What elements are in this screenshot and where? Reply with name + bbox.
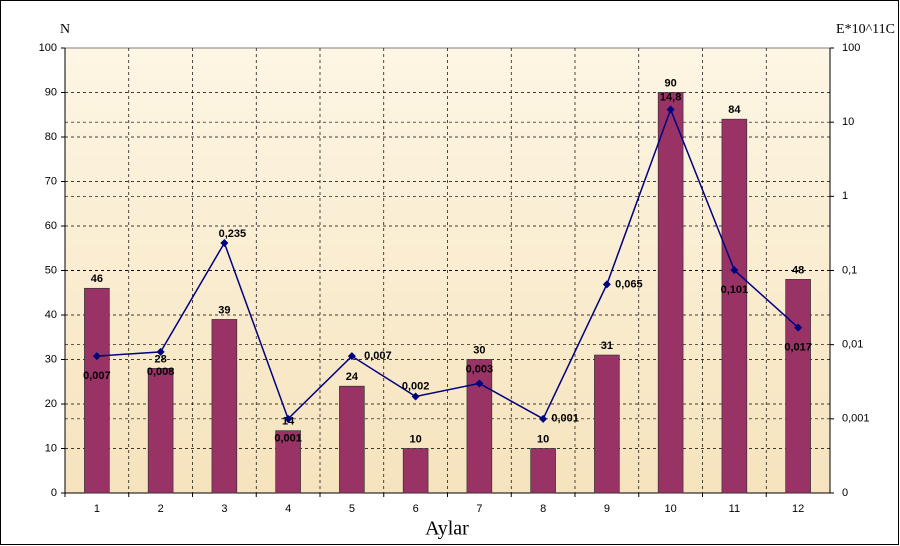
y2-tick-label: 0,1 — [842, 264, 857, 276]
y-axis-title: N — [60, 22, 70, 37]
bar — [211, 319, 238, 494]
y2-tick-label: 0,01 — [842, 339, 863, 351]
bar-value-label: 24 — [346, 371, 359, 383]
bar-value-label: 28 — [155, 353, 167, 365]
line-value-label: 0,101 — [721, 284, 749, 296]
y2-tick-label: 10 — [842, 116, 854, 128]
bar-value-label: 10 — [537, 433, 549, 445]
y2-tick-label: 100 — [842, 42, 860, 54]
bar — [275, 430, 301, 494]
line-value-label: 0,002 — [402, 380, 430, 392]
bar-value-label: 46 — [91, 273, 103, 285]
y-tick-label: 30 — [45, 353, 57, 365]
line-marker — [92, 352, 101, 361]
line-marker — [666, 105, 675, 114]
x-tick-label: 2 — [158, 503, 164, 515]
x-tick-label: 6 — [413, 503, 419, 515]
y2-tick-label: 1 — [842, 190, 848, 202]
y-tick-label: 60 — [45, 220, 57, 232]
bar-value-label: 31 — [601, 340, 613, 352]
bar-value-label: 30 — [473, 344, 485, 356]
y2-tick-label: 0 — [842, 487, 848, 499]
x-tick-label: 3 — [221, 503, 227, 515]
line-marker — [539, 414, 548, 423]
line-marker — [602, 280, 611, 289]
y-tick-label: 90 — [45, 86, 57, 98]
bar-value-label: 10 — [410, 433, 422, 445]
x-tick-label: 12 — [792, 503, 804, 515]
y-tick-label: 20 — [45, 398, 57, 410]
bar-value-label: 48 — [792, 264, 804, 276]
line-marker — [220, 238, 229, 247]
line-marker — [730, 266, 739, 275]
bar — [147, 368, 174, 494]
x-tick-label: 1 — [94, 503, 100, 515]
line-marker — [284, 414, 293, 423]
bar-value-label: 90 — [665, 77, 677, 89]
line-value-label: 0,001 — [274, 433, 302, 445]
bar — [657, 92, 684, 494]
line — [96, 107, 799, 421]
bar — [785, 279, 811, 494]
y-tick-label: 50 — [45, 264, 57, 276]
x-axis-title: Aylar — [425, 518, 469, 540]
x-tick-label: 9 — [604, 503, 610, 515]
bar — [530, 448, 556, 494]
line-value-label: 0,065 — [615, 278, 643, 290]
y-tick-label: 70 — [45, 175, 57, 187]
bar — [402, 448, 429, 494]
line-value-label: 0,008 — [147, 366, 175, 378]
bar-value-label: 84 — [728, 104, 741, 116]
x-tick-label: 11 — [729, 503, 740, 515]
line-marker — [347, 352, 356, 361]
bar — [84, 287, 110, 494]
line-marker — [794, 323, 803, 332]
y2-tick-label: 0,001 — [842, 413, 870, 425]
y2-axis-title: E*10^11C — [836, 22, 895, 37]
y-tick-label: 100 — [39, 42, 57, 54]
line-value-label: 0,007 — [83, 370, 111, 382]
y-tick-label: 0 — [51, 487, 57, 499]
bar — [721, 118, 748, 494]
bar-value-label: 39 — [218, 304, 230, 316]
line-value-label: 0,007 — [364, 350, 392, 362]
x-tick-label: 5 — [349, 503, 355, 515]
line-value-label: 0,017 — [784, 341, 812, 353]
x-tick-label: 8 — [540, 503, 546, 515]
line-value-label: 14,8 — [660, 91, 681, 103]
y-tick-label: 10 — [45, 442, 57, 454]
bar — [594, 354, 620, 494]
line-marker — [156, 347, 165, 356]
x-tick-label: 7 — [476, 503, 482, 515]
line-marker — [411, 392, 420, 401]
x-tick-label: 10 — [665, 503, 677, 515]
line-marker — [475, 379, 484, 388]
line-value-label: 0,001 — [551, 413, 579, 425]
x-tick-label: 4 — [285, 503, 291, 515]
line-value-label: 0,003 — [466, 363, 494, 375]
line-value-label: 0,235 — [219, 228, 247, 240]
bar — [339, 385, 365, 494]
y-tick-label: 40 — [45, 309, 57, 321]
y-tick-label: 80 — [45, 131, 57, 143]
